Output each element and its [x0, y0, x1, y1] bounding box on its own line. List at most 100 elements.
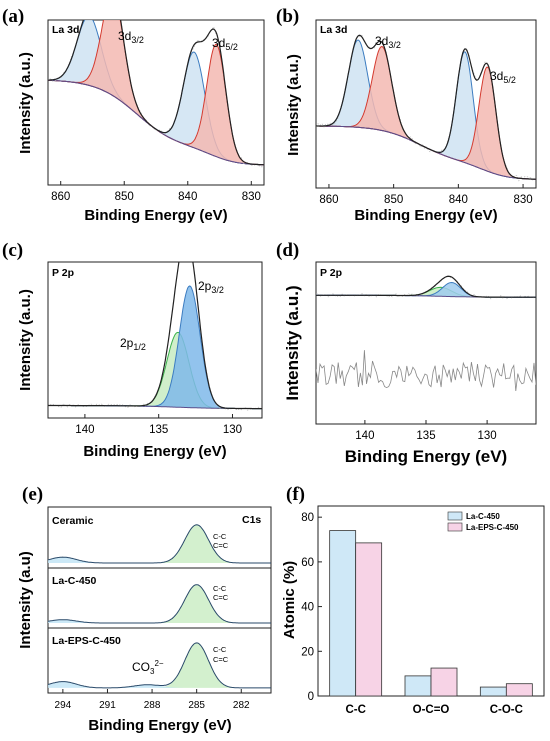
bar-la-c-450-c-o-c: [479, 686, 507, 697]
panel-e-element: C1s: [242, 514, 261, 526]
panel-d-plot: [316, 275, 536, 392]
panel-e-carbonate-label: CO32−: [132, 659, 164, 676]
panel-c-x-ticks: 140 135 130: [75, 414, 242, 436]
peak-fill-3d52: [48, 44, 264, 165]
panel-c-label: (c): [2, 240, 23, 261]
c1s-peak-fill: [48, 584, 271, 623]
panel-e-plot: [48, 524, 271, 689]
panel-d-label: (d): [276, 240, 299, 261]
panel-b-frame: [315, 19, 537, 189]
panel-e-sample-la-c-450: La-C-450: [52, 575, 97, 587]
x-tick-label: 850: [384, 194, 403, 206]
panel-e: (e) C1s Ceramic La-C-450 La-EPS-C-450 C-…: [17, 484, 272, 734]
x-tick-label: 840: [449, 194, 468, 206]
panel-a-label: (a): [2, 6, 24, 27]
y-tick-label: 80: [301, 512, 314, 524]
legend-swatch: [447, 511, 463, 521]
y-tick-label: 20: [301, 646, 314, 658]
category-label: C-C: [345, 704, 365, 716]
x-tick-label: 850: [115, 191, 134, 203]
panel-c-xlabel: Binding Energy (eV): [83, 443, 226, 460]
x-tick-label: 140: [355, 430, 374, 442]
envelope-line: [48, 262, 262, 410]
panel-b-label: (b): [276, 6, 299, 27]
panel-a: (a) La 3d 3d3/2 3d5/2 860 850 840 830 Bindi…: [2, 6, 265, 224]
x-tick-label: 294: [55, 700, 72, 711]
panel-e-label: (e): [22, 484, 43, 505]
panel-e-x-ticks: 294 291 288 285 282: [55, 689, 250, 711]
legend-label: La-EPS-C-450: [466, 523, 519, 532]
panel-e-ceqc-label-1: C=C: [213, 541, 229, 550]
panel-c-ylabel: Intensity (a.u.): [17, 289, 34, 391]
x-tick-label: 285: [188, 700, 205, 711]
panel-a-peak-label-3d52: 3d5/2: [212, 36, 238, 52]
panel-a-peak-label-3d32: 3d3/2: [118, 29, 144, 45]
c1s-envelope: [48, 642, 271, 689]
y-tick-label: 0: [308, 691, 314, 703]
x-tick-label: 830: [513, 194, 532, 206]
x-tick-label: 130: [223, 424, 242, 436]
x-tick-label: 288: [144, 700, 161, 711]
peak-line-2p32: [48, 285, 262, 410]
panel-d-x-ticks: 140 135 130: [355, 420, 497, 442]
panel-c-plot: [48, 262, 262, 411]
bar-la-eps-c-450-c-o-c: [505, 683, 533, 697]
residual-line: [316, 350, 536, 392]
panel-f-plot: 0 20 40 60 80 C-C O-C=O C-O-C: [301, 512, 533, 716]
peak-fill-3d32: [48, 20, 264, 165]
x-tick-label: 840: [178, 191, 197, 203]
category-label: C-O-C: [490, 704, 523, 716]
x-tick-label: 282: [233, 700, 250, 711]
panel-c-frame: [47, 261, 263, 419]
legend-label: La-C-450: [466, 512, 500, 521]
panel-b-plot: [316, 34, 536, 182]
c1s-peak-fill: [48, 684, 271, 688]
panel-e-sample-ceramic: Ceramic: [52, 515, 94, 527]
peak-fill-3d32: [316, 40, 536, 180]
peak-fill-2p32: [48, 285, 262, 409]
peak-fill-3d52: [316, 67, 536, 180]
panel-b-xlabel: Binding Energy (eV): [354, 207, 497, 224]
c1s-envelope: [48, 524, 271, 564]
panel-e-sample-la-eps-c-450: La-EPS-C-450: [52, 635, 121, 647]
panel-d-frame: [315, 261, 537, 425]
bar-la-c-450-c-c: [329, 530, 357, 697]
c1s-peak-fill: [48, 557, 271, 563]
panel-e-ylabel: Intensity (a.u): [17, 551, 34, 649]
panel-a-x-ticks: 860 850 840 830: [51, 181, 261, 203]
bar-la-eps-c-450-o-c=o: [430, 667, 458, 697]
envelope-line: [316, 34, 536, 180]
panel-e-frame: [47, 506, 272, 694]
panel-b-ylabel: Intensity (a.u.): [285, 54, 302, 156]
panel-e-cc-label-2: C-C: [213, 584, 227, 593]
panel-b-peak-label-3d32: 3d3/2: [375, 34, 401, 50]
bar-la-eps-c-450-c-c: [355, 542, 383, 697]
panel-a-frame: [47, 19, 265, 186]
y-tick-label: 40: [301, 602, 314, 614]
c1s-peak-fill: [48, 642, 271, 688]
c1s-peak-fill: [48, 619, 271, 623]
panel-c-peak-label-2p32: 2p3/2: [198, 279, 224, 295]
panel-c-peak-label-2p12: 2p1/2: [120, 336, 146, 352]
panel-f: (f) 0 20 40 60 80 C-C O-C=O C-O-C La-C-450 La-EP…: [281, 484, 545, 716]
panel-a-xlabel: Binding Energy (eV): [84, 207, 227, 224]
panel-e-xlabel: Binding Energy (eV): [88, 717, 231, 734]
panel-d-element: P 2p: [320, 267, 342, 279]
panel-f-ylabel: Atomic (%): [281, 561, 298, 639]
category-label: O-C=O: [413, 704, 450, 716]
legend-swatch: [447, 522, 463, 532]
x-tick-label: 860: [319, 194, 338, 206]
panel-f-legend: La-C-450 La-EPS-C-450: [447, 511, 519, 532]
panel-b-peak-label-3d52: 3d5/2: [490, 69, 516, 85]
panel-e-ceqc-label-2: C=C: [213, 593, 229, 602]
y-tick-label: 60: [301, 557, 314, 569]
raw-data: [48, 262, 262, 411]
x-tick-label: 291: [99, 700, 116, 711]
x-tick-label: 860: [51, 191, 70, 203]
envelope-line: [48, 20, 264, 166]
envelope-line: [316, 275, 536, 298]
panel-a-ylabel: Intensity (a.u.): [17, 52, 34, 154]
x-tick-label: 135: [416, 430, 435, 442]
c1s-envelope: [48, 584, 271, 624]
